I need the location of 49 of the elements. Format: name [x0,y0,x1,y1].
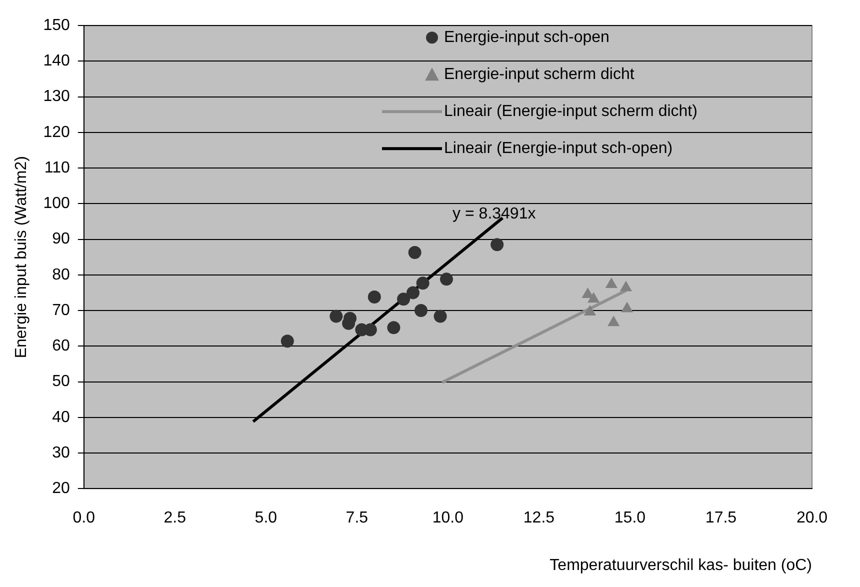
point [387,321,400,334]
y-tick-label: 80 [52,266,70,284]
x-tick-label: 12.5 [523,510,555,527]
y-tick-label: 70 [52,302,70,319]
point [434,310,447,323]
point [397,292,410,306]
legend-label: Lineair (Energie-input sch-open) [444,140,673,158]
y-tick-label: 60 [52,338,70,355]
point [621,302,633,312]
point [608,316,620,326]
y-tick-label: 150 [43,17,70,34]
x-tick-label: 15.0 [614,510,646,527]
legend-label: Energie-input sch-open [444,29,610,46]
x-axis-title: Temperatuurverschil kas- buiten (oC) [550,556,812,574]
point [620,281,632,292]
y-tick-label: 40 [52,408,70,426]
y-axis-title: Energie input buis (Watt/m2) [13,156,30,358]
x-tick-label: 20.0 [796,510,828,527]
y-tick-label: 120 [43,124,70,141]
point [280,334,294,348]
point [416,276,430,290]
x-tick-label: 7.5 [346,510,368,527]
y-tick-label: 30 [52,444,70,462]
x-tick-label: 17.5 [705,510,737,527]
x-tick-label: 5.0 [254,510,278,527]
point [368,290,381,304]
x-tick-label: 0.0 [72,510,96,527]
point [414,304,428,318]
x-tick-label: 2.5 [164,510,186,527]
point [440,272,453,286]
annotation: y = 8.3491x [452,205,536,222]
point [330,310,343,323]
y-tick-label: 130 [43,88,70,106]
point [588,292,600,303]
point [606,278,618,288]
y-tick-label: 140 [43,52,70,70]
point [582,288,594,298]
point [490,238,504,252]
y-tick-label: 110 [44,159,70,176]
y-tick-label: 20 [52,480,70,498]
x-tick-label: 10.0 [432,510,464,527]
legend-label: Lineair (Energie-input scherm dicht) [444,103,698,120]
point [584,305,596,316]
point [408,246,422,259]
y-tick-label: 90 [52,230,70,248]
point [406,286,420,300]
legend-label: Energie-input scherm dicht [444,66,635,84]
y-tick-label: 100 [43,195,70,212]
y-tick-label: 50 [52,373,70,390]
